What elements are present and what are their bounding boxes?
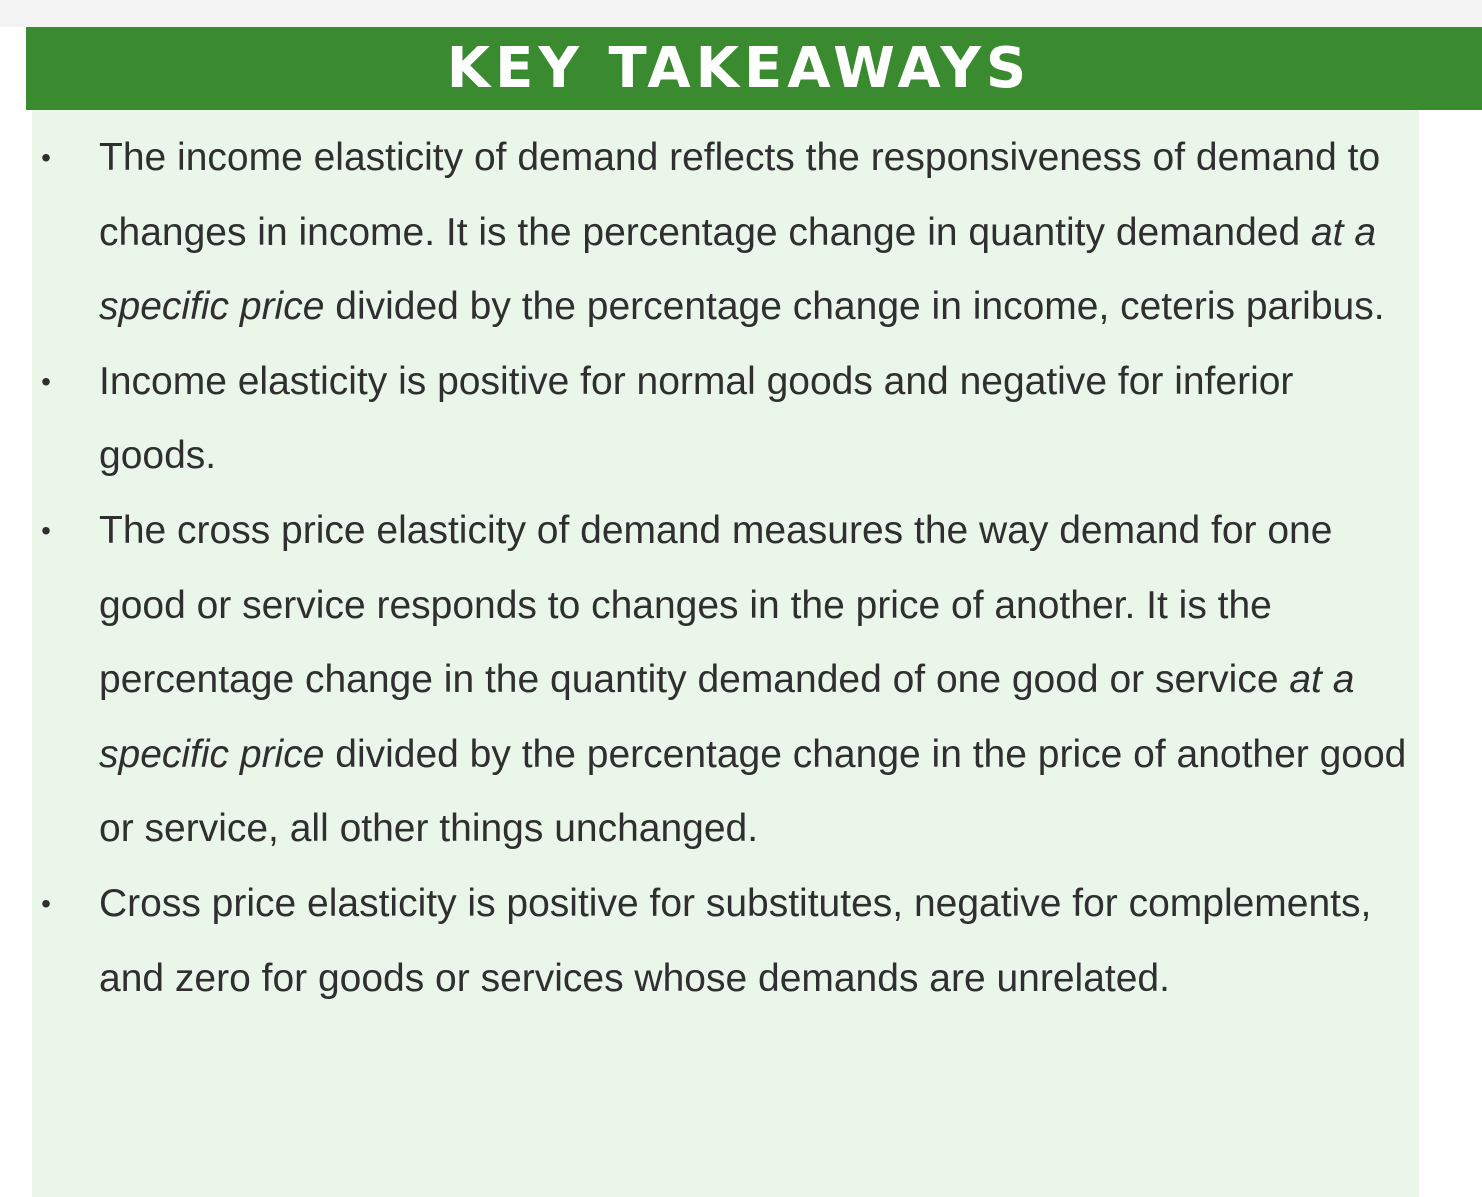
bullet-icon: • <box>41 514 51 546</box>
takeaway-text: divided by the percentage change in inco… <box>324 285 1385 329</box>
takeaway-emphasis: at a specific price <box>99 658 1355 776</box>
takeaway-emphasis: at a specific price <box>99 210 1377 329</box>
bullet-icon: • <box>41 142 51 173</box>
takeaways-list: • The income elasticity of demand reflec… <box>0 121 1482 1016</box>
bullet-icon: • <box>41 887 51 919</box>
takeaways-panel <box>32 110 1419 1197</box>
takeaway-text: The income elasticity of demand reflects… <box>99 136 1381 254</box>
bullet-icon: • <box>41 365 51 397</box>
key-takeaways-header: KEY TAKEAWAYS <box>26 27 1482 110</box>
takeaway-item-income-sign: • Income elasticity is positive for norm… <box>0 345 1414 494</box>
takeaway-item-income-elasticity: • The income elasticity of demand reflec… <box>0 121 1414 345</box>
header-title: KEY TAKEAWAYS <box>446 35 1032 101</box>
top-strip <box>0 0 1482 27</box>
takeaway-text: divided by the percentage change in the … <box>99 732 1407 851</box>
takeaway-item-cross-price-sign: • Cross price elasticity is positive for… <box>0 867 1414 1016</box>
takeaway-text: Income elasticity is positive for normal… <box>99 359 1294 478</box>
takeaway-text: The cross price elasticity of demand mea… <box>99 508 1333 702</box>
takeaway-text: Cross price elasticity is positive for s… <box>99 881 1372 1000</box>
takeaway-item-cross-price-elasticity: • The cross price elasticity of demand m… <box>0 494 1414 867</box>
